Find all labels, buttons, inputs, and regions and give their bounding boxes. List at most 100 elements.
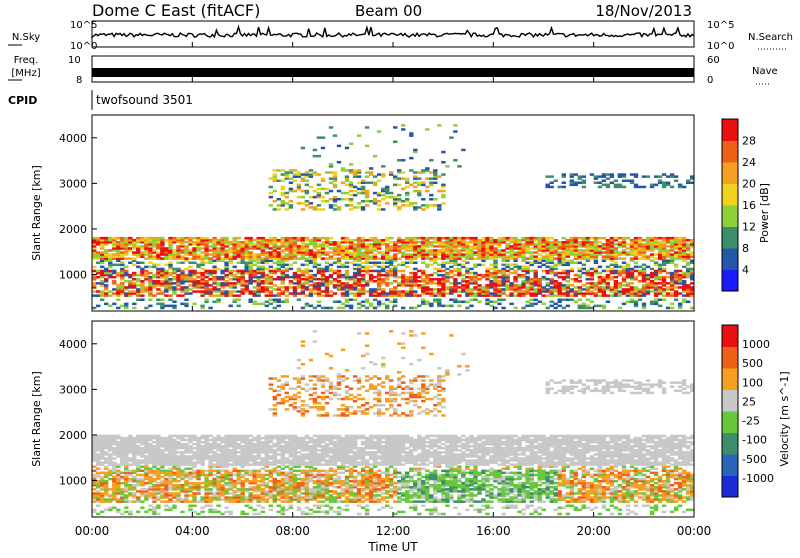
y-tick-label: 2000 — [59, 223, 87, 236]
heatmap-cell — [233, 490, 237, 493]
heatmap-cell — [582, 237, 586, 240]
heatmap-cell — [441, 202, 445, 205]
heatmap-cell — [261, 237, 265, 240]
heatmap-cell — [317, 136, 321, 139]
heatmap-cell — [622, 249, 626, 252]
heatmap-cell — [325, 307, 329, 310]
heatmap-cell — [245, 470, 249, 473]
heatmap-cell — [349, 190, 353, 193]
heatmap-cell — [100, 492, 104, 495]
heatmap-cell — [301, 177, 305, 180]
heatmap-cell — [253, 509, 257, 512]
heatmap-cell — [634, 173, 638, 176]
heatmap-cell — [602, 184, 606, 187]
heatmap-cell — [212, 266, 216, 269]
heatmap-cell — [200, 290, 204, 293]
heatmap-cell — [180, 484, 184, 487]
heatmap-cell — [401, 270, 405, 273]
heatmap-cell — [301, 270, 305, 273]
heatmap-cell — [614, 243, 618, 246]
heatmap-cell — [473, 299, 477, 302]
heatmap-cell — [148, 237, 152, 240]
heatmap-cell — [273, 294, 277, 297]
heatmap-cell — [329, 204, 333, 207]
heatmap-cell — [381, 194, 385, 197]
heatmap-cell — [530, 247, 534, 250]
heatmap-cell — [678, 184, 682, 187]
heatmap-cell — [188, 237, 192, 240]
heatmap-cell — [168, 294, 172, 297]
heatmap-cell — [120, 262, 124, 265]
power-ylabel: Slant Range [km] — [30, 165, 43, 261]
heatmap-cell — [100, 280, 104, 283]
heatmap-cell — [188, 435, 192, 438]
heatmap-cell — [365, 307, 369, 310]
heatmap-cell — [237, 276, 241, 279]
heatmap-cell — [128, 484, 132, 487]
heatmap-cell — [421, 182, 425, 185]
heatmap-cell — [654, 184, 658, 187]
heatmap-cell — [160, 290, 164, 293]
heatmap-cell — [550, 241, 554, 244]
heatmap-cell — [136, 288, 140, 291]
heatmap-cell — [610, 237, 614, 240]
heatmap-cell — [261, 266, 265, 269]
heatmap-cell — [305, 276, 309, 279]
heatmap-cell — [108, 237, 112, 240]
heatmap-cell — [441, 241, 445, 244]
heatmap-cell — [317, 305, 321, 308]
heatmap-cell — [273, 208, 277, 211]
heatmap-cell — [140, 294, 144, 297]
heatmap-cell — [602, 276, 606, 279]
heatmap-cell — [425, 128, 429, 131]
heatmap-cell — [441, 194, 445, 197]
heatmap-cell — [237, 488, 241, 491]
heatmap-cell — [622, 303, 626, 306]
heatmap-cell — [281, 290, 285, 293]
heatmap-cell — [184, 274, 188, 277]
heatmap-cell — [678, 237, 682, 240]
heatmap-cell — [220, 237, 224, 240]
heatmap-cell — [116, 272, 120, 275]
heatmap-cell — [606, 274, 610, 277]
heatmap-cell — [301, 196, 305, 199]
heatmap-cell — [433, 288, 437, 291]
heatmap-cell — [317, 192, 321, 195]
heatmap-cell — [100, 290, 104, 293]
heatmap-cell — [216, 276, 220, 279]
heatmap-cell — [501, 264, 505, 267]
heatmap-cell — [626, 243, 630, 246]
heatmap-cell — [269, 186, 273, 189]
heatmap-cell — [646, 255, 650, 258]
heatmap-cell — [558, 272, 562, 275]
heatmap-cell — [321, 268, 325, 271]
heatmap-cell — [200, 482, 204, 485]
heatmap-cell — [377, 204, 381, 207]
heatmap-cell — [554, 264, 558, 267]
heatmap-cell — [674, 270, 678, 273]
heatmap-cell — [678, 292, 682, 295]
heatmap-cell — [104, 249, 108, 252]
heatmap-cell — [610, 294, 614, 297]
heatmap-cell — [112, 435, 116, 438]
heatmap-cell — [124, 257, 128, 260]
heatmap-cell — [269, 270, 273, 273]
heatmap-cell — [570, 180, 574, 183]
heatmap-cell — [265, 305, 269, 308]
heatmap-cell — [373, 262, 377, 265]
heatmap-cell — [630, 239, 634, 242]
heatmap-cell — [574, 286, 578, 289]
heatmap-cell — [590, 268, 594, 271]
heatmap-cell — [538, 253, 542, 256]
heatmap-cell — [638, 186, 642, 189]
heatmap-cell — [461, 149, 465, 152]
heatmap-cell — [674, 180, 678, 183]
heatmap-cell — [638, 299, 642, 302]
heatmap-cell — [622, 284, 626, 287]
heatmap-cell — [401, 128, 405, 131]
heatmap-cell — [120, 437, 124, 440]
heatmap-cell — [100, 461, 104, 464]
heatmap-cell — [301, 147, 305, 150]
heatmap-cell — [598, 272, 602, 275]
heatmap-cell — [578, 299, 582, 302]
